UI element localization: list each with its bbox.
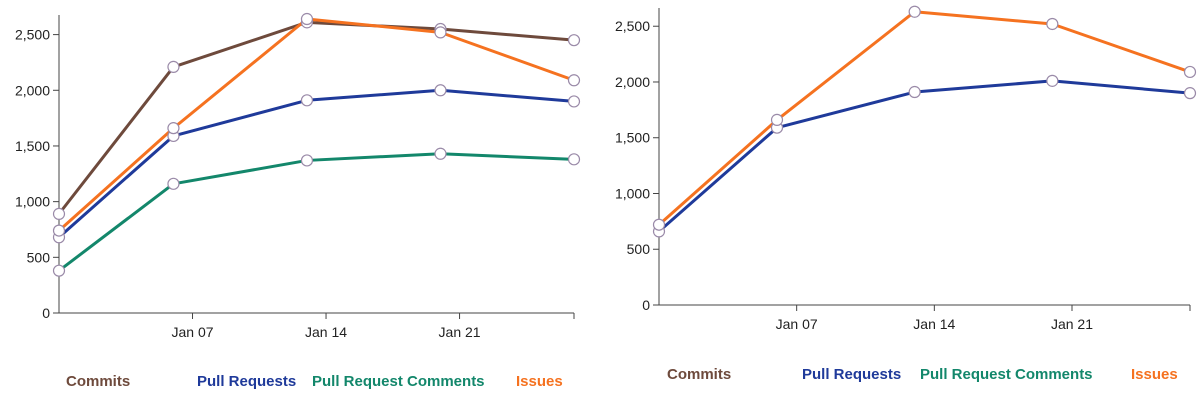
data-point-pull-request-comments[interactable] xyxy=(434,147,447,160)
legend-item-commits[interactable]: Commits xyxy=(667,366,732,383)
data-point-issues[interactable] xyxy=(167,122,180,135)
y-tick-label: 2,500 xyxy=(15,27,50,43)
legend-item-issues[interactable]: Issues xyxy=(1131,366,1178,383)
left-chart-panel: 0 500 1,000 1,500 2,000 2,500 Jan 07 Jan 14 Jan … xyxy=(15,12,581,390)
y-tick-label: 2,000 xyxy=(615,74,650,90)
legend-item-pull-requests[interactable]: Pull Requests xyxy=(802,366,902,383)
y-tick-label: 1,500 xyxy=(15,138,50,154)
data-point-pull-requests[interactable] xyxy=(434,84,447,97)
data-point-pull-requests[interactable] xyxy=(300,94,314,107)
y-tick-label: 500 xyxy=(27,249,51,265)
series-line-pull-request-comments xyxy=(58,152,575,272)
x-tick-label: Jan 14 xyxy=(305,324,347,340)
y-tick-label: 1,500 xyxy=(615,130,650,146)
data-point-issues[interactable] xyxy=(770,113,784,126)
data-point-issues[interactable] xyxy=(300,12,314,26)
x-tick-label: Jan 14 xyxy=(913,316,955,332)
right-line-chart: 0 500 1,000 1,500 2,000 2,500 Jan 07 Jan 14 Jan … xyxy=(615,5,1197,332)
x-tick-label: Jan 21 xyxy=(1051,316,1093,332)
data-point-pull-request-comments[interactable] xyxy=(567,153,581,166)
data-point-pull-requests[interactable] xyxy=(567,95,581,108)
series-line-issues xyxy=(57,17,575,232)
x-tick-label: Jan 07 xyxy=(171,324,213,340)
y-tick-label: 1,000 xyxy=(615,185,650,201)
data-point-commits[interactable] xyxy=(52,207,66,220)
left-line-chart: 0 500 1,000 1,500 2,000 2,500 Jan 07 Jan 14 Jan … xyxy=(15,12,581,340)
legend-item-commits[interactable]: Commits xyxy=(66,373,131,390)
y-tick-label: 0 xyxy=(642,297,650,313)
data-point-issues[interactable] xyxy=(1183,65,1197,79)
data-point-pull-requests[interactable] xyxy=(908,85,921,99)
data-point-issues[interactable] xyxy=(652,218,666,231)
y-tick-label: 1,000 xyxy=(15,194,50,210)
legend-item-issues[interactable]: Issues xyxy=(516,373,563,390)
data-point-pull-request-comments[interactable] xyxy=(300,154,314,167)
data-point-issues[interactable] xyxy=(908,5,921,18)
data-point-pull-requests[interactable] xyxy=(1046,74,1059,87)
x-tick-label: Jan 21 xyxy=(439,324,481,340)
x-tick-label: Jan 07 xyxy=(776,316,818,332)
legend-item-pull-request-comments[interactable]: Pull Request Comments xyxy=(312,373,485,390)
data-point-issues[interactable] xyxy=(52,224,66,237)
data-point-commits[interactable] xyxy=(167,60,180,73)
data-point-commits[interactable] xyxy=(567,34,581,47)
y-tick-label: 500 xyxy=(627,241,651,257)
data-point-issues[interactable] xyxy=(1046,17,1059,31)
legend-item-pull-request-comments[interactable]: Pull Request Comments xyxy=(920,366,1093,383)
series-line-pull-requests xyxy=(658,79,1191,233)
data-point-issues[interactable] xyxy=(567,74,581,87)
legend-item-pull-requests[interactable]: Pull Requests xyxy=(197,373,297,390)
data-point-issues[interactable] xyxy=(434,26,447,39)
y-tick-label: 2,000 xyxy=(15,82,50,98)
series-line-issues xyxy=(658,10,1191,226)
data-point-pull-request-comments[interactable] xyxy=(167,177,180,190)
y-tick-label: 2,500 xyxy=(615,18,650,34)
right-chart-panel: 0 500 1,000 1,500 2,000 2,500 Jan 07 Jan 14 Jan … xyxy=(600,0,1200,400)
data-point-pull-request-comments[interactable] xyxy=(52,264,66,277)
data-point-pull-requests[interactable] xyxy=(1183,87,1197,100)
y-tick-label: 0 xyxy=(42,305,50,321)
